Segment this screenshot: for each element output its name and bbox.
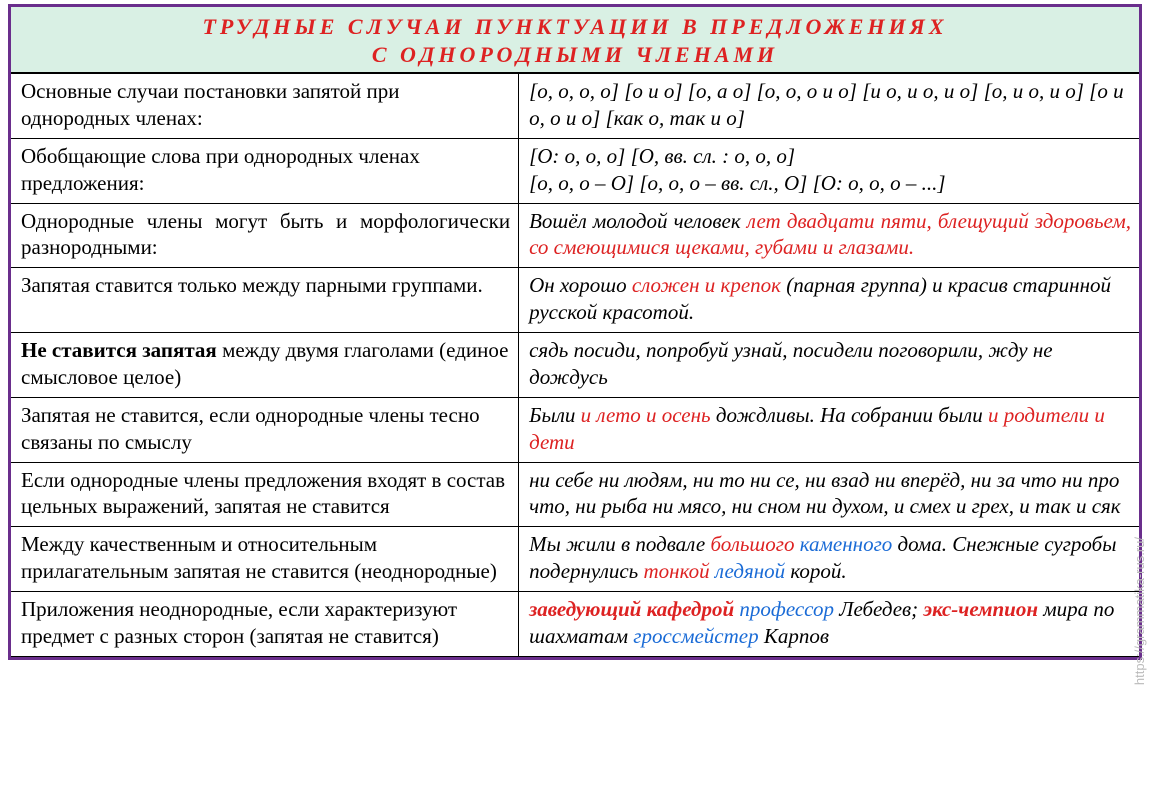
example-cell: [о, о, о, о] [о и о] [о, а о] [о, о, о и…: [519, 74, 1139, 139]
text-plain: Мы жили в подвале: [529, 532, 710, 556]
text-red: большого: [710, 532, 794, 556]
watermark: https://grammatika-rus.ru/: [1132, 537, 1147, 685]
text-bold: Не ставится запятая: [21, 338, 217, 362]
text-plain: дождливы. На собрании были: [711, 403, 988, 427]
table-row: Между качественным и относительным прила…: [11, 527, 1139, 592]
text-plain: Карпов: [759, 624, 829, 648]
text-blue: профессор: [739, 597, 834, 621]
rules-table: Основные случаи постановки запятой при о…: [11, 73, 1139, 657]
text-plain: Были: [529, 403, 581, 427]
rule-cell: Запятая не ставится, если однородные чле…: [11, 397, 519, 462]
text-blue: гроссмейстер: [633, 624, 758, 648]
table-row: Если однородные члены предложения входят…: [11, 462, 1139, 527]
rule-cell: Запятая ставится только между парными гр…: [11, 268, 519, 333]
text-plain: корой.: [785, 559, 847, 583]
table-row: Основные случаи постановки запятой при о…: [11, 74, 1139, 139]
rule-cell: Основные случаи постановки запятой при о…: [11, 74, 519, 139]
text-plain: Он хорошо: [529, 273, 632, 297]
example-cell: Он хорошо сложен и крепок (парная группа…: [519, 268, 1139, 333]
table-row: Не ставится запятая между двумя глаголам…: [11, 333, 1139, 398]
table-title: ТРУДНЫЕ СЛУЧАИ ПУНКТУАЦИИ В ПРЕДЛОЖЕНИЯХ…: [11, 7, 1139, 73]
text-plain: Вошёл молодой человек: [529, 209, 741, 233]
text-plain: Лебедев;: [834, 597, 923, 621]
example-cell: заведующий кафедрой профессор Лебедев; э…: [519, 592, 1139, 657]
table-row: Однородные члены могут быть и морфологич…: [11, 203, 1139, 268]
example-cell: Мы жили в подвале большого каменного дом…: [519, 527, 1139, 592]
title-line-1: ТРУДНЫЕ СЛУЧАИ ПУНКТУАЦИИ В ПРЕДЛОЖЕНИЯХ: [19, 13, 1131, 41]
table-container: ТРУДНЫЕ СЛУЧАИ ПУНКТУАЦИИ В ПРЕДЛОЖЕНИЯХ…: [8, 4, 1142, 660]
example-cell: сядь посиди, попробуй узнай, посидели по…: [519, 333, 1139, 398]
example-cell: ни себе ни людям, ни то ни се, ни взад н…: [519, 462, 1139, 527]
table-row: Приложения неоднородные, если характериз…: [11, 592, 1139, 657]
title-line-2: С ОДНОРОДНЫМИ ЧЛЕНАМИ: [19, 41, 1131, 69]
text-blue: ледяной: [715, 559, 785, 583]
table-row: Запятая ставится только между парными гр…: [11, 268, 1139, 333]
text-red: экс-чемпион: [923, 597, 1038, 621]
rule-cell: Если однородные члены предложения входят…: [11, 462, 519, 527]
example-cell: Были и лето и осень дождливы. На собрани…: [519, 397, 1139, 462]
text-red: сложен и крепок: [632, 273, 781, 297]
text-red: и лето и осень: [581, 403, 711, 427]
text-red: тонкой: [643, 559, 709, 583]
example-cell: [О: о, о, о] [О, вв. сл. : о, о, о] [о, …: [519, 138, 1139, 203]
rule-cell: Обобщающие слова при однородных членах п…: [11, 138, 519, 203]
example-cell: Вошёл молодой человек лет двадцати пяти,…: [519, 203, 1139, 268]
rule-cell: Однородные члены могут быть и морфологич…: [11, 203, 519, 268]
table-row: Обобщающие слова при однородных членах п…: [11, 138, 1139, 203]
rule-cell: Не ставится запятая между двумя глаголам…: [11, 333, 519, 398]
text-red: заведующий кафедрой: [529, 597, 734, 621]
table-row: Запятая не ставится, если однородные чле…: [11, 397, 1139, 462]
rule-cell: Приложения неоднородные, если характериз…: [11, 592, 519, 657]
text-blue: каменного: [800, 532, 893, 556]
rule-cell: Между качественным и относительным прила…: [11, 527, 519, 592]
